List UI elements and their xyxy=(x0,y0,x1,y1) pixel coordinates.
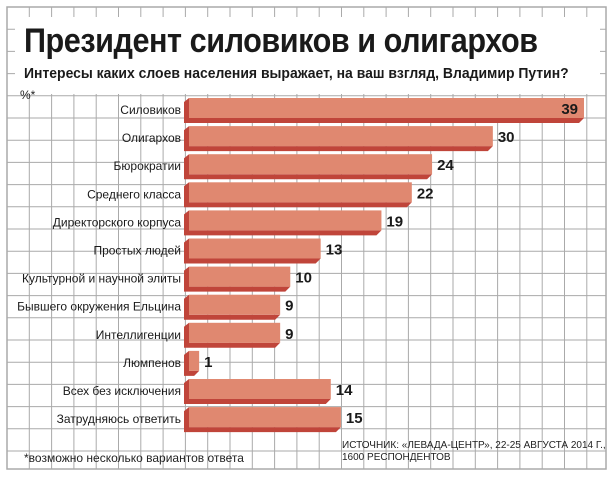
category-label: Силовиков xyxy=(120,103,181,117)
category-label: Среднего класса xyxy=(87,187,181,201)
value-label: 39 xyxy=(561,101,578,118)
chart-subtitle: Интересы каких слоев населения выражает,… xyxy=(24,65,569,82)
bar xyxy=(189,210,382,231)
bar-shadow xyxy=(184,350,200,376)
chart-border xyxy=(6,6,607,470)
category-label: Всех без исключения xyxy=(63,384,181,398)
footnote: *возможно несколько вариантов ответа xyxy=(24,451,244,465)
value-label: 14 xyxy=(336,382,353,399)
value-label: 24 xyxy=(437,157,454,174)
value-label: 10 xyxy=(295,270,312,287)
source-line-1: ИСТОЧНИК: «ЛЕВАДА-ЦЕНТР», 22-25 АВГУСТА … xyxy=(342,440,606,451)
bar xyxy=(189,182,412,203)
bar xyxy=(189,407,341,428)
bar xyxy=(189,350,200,371)
chart-title: Президент силовиков и олигархов xyxy=(24,22,538,60)
bar xyxy=(189,322,281,343)
category-label: Олигархов xyxy=(122,131,181,145)
value-label: 9 xyxy=(285,298,293,315)
category-label: Бюрократии xyxy=(114,159,181,173)
source-line-2: 1600 РЕСПОНДЕНТОВ xyxy=(342,452,451,463)
bar xyxy=(189,98,584,118)
bar xyxy=(189,126,493,147)
bar xyxy=(189,154,433,175)
category-label: Интеллигенции xyxy=(96,328,181,342)
category-label: Затрудняюсь ответить xyxy=(57,412,181,426)
value-label: 30 xyxy=(498,129,515,146)
bar xyxy=(189,379,331,399)
value-label: 19 xyxy=(386,213,403,230)
value-label: 1 xyxy=(204,354,212,371)
value-label: 9 xyxy=(285,326,293,343)
value-label: 22 xyxy=(417,185,434,202)
category-label: Люмпенов xyxy=(123,356,181,370)
value-label: 13 xyxy=(326,242,343,259)
title-panel xyxy=(15,17,600,94)
bar xyxy=(189,266,291,287)
bar xyxy=(189,294,281,315)
bar xyxy=(189,238,321,259)
category-label: Бывшего окружения Ельцина xyxy=(17,300,181,314)
category-label: Культурной и научной элиты xyxy=(22,272,181,286)
source-note: ИСТОЧНИК: «ЛЕВАДА-ЦЕНТР», 22-25 АВГУСТА … xyxy=(342,440,606,464)
category-label: Директорского корпуса xyxy=(53,215,182,229)
value-label: 15 xyxy=(346,410,363,427)
unit-label: %* xyxy=(20,88,36,102)
category-label: Простых людей xyxy=(93,244,181,258)
